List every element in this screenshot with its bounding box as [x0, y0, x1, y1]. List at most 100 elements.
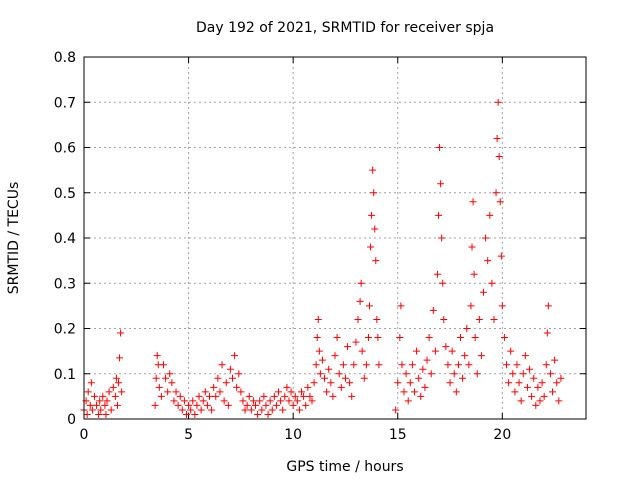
data-point-marker	[300, 392, 308, 400]
data-point-marker	[373, 315, 381, 323]
data-point-marker	[503, 361, 511, 369]
data-point-marker	[497, 252, 505, 260]
data-point-marker	[339, 361, 347, 369]
data-point-marker	[335, 370, 343, 378]
data-point-marker	[115, 379, 123, 387]
data-point-marker	[438, 234, 446, 242]
data-point-marker	[348, 392, 356, 400]
data-point-marker	[421, 383, 429, 391]
data-point-marker	[437, 180, 445, 188]
data-point-marker	[243, 401, 251, 409]
data-point-marker	[180, 397, 188, 405]
data-point-marker	[367, 243, 375, 251]
x-tick-label: 15	[389, 427, 407, 443]
data-point-marker	[463, 325, 471, 332]
y-tick-label: 0.2	[54, 322, 76, 338]
data-point-marker	[281, 392, 289, 400]
data-point-marker	[350, 361, 358, 369]
data-point-marker	[327, 379, 335, 387]
data-point-marker	[354, 315, 362, 323]
data-point-marker	[195, 392, 203, 400]
data-point-marker	[370, 189, 378, 197]
data-point-marker	[206, 392, 213, 400]
data-point-marker	[536, 397, 544, 405]
data-point-marker	[151, 401, 159, 409]
data-point-marker	[109, 383, 117, 391]
x-tick-label: 20	[493, 427, 511, 443]
data-point-marker	[493, 134, 501, 142]
data-point-marker	[419, 365, 427, 373]
y-tick-label: 0.8	[54, 50, 76, 66]
data-point-marker	[318, 356, 326, 364]
data-point-marker	[203, 401, 211, 409]
data-point-marker	[515, 379, 523, 387]
data-point-marker	[220, 397, 228, 405]
data-point-marker	[452, 388, 460, 396]
data-point-marker	[468, 243, 476, 251]
data-point-marker	[197, 406, 205, 414]
data-point-marker	[260, 392, 268, 400]
data-point-marker	[159, 361, 167, 369]
data-point-marker	[314, 315, 322, 323]
data-point-marker	[511, 388, 519, 396]
data-point-marker	[193, 401, 201, 409]
data-point-marker	[295, 406, 303, 414]
x-tick-label: 0	[80, 427, 89, 443]
grid	[84, 57, 586, 419]
data-point-marker	[222, 379, 230, 387]
data-points	[80, 98, 565, 418]
data-point-marker	[362, 361, 370, 369]
data-point-marker	[329, 392, 337, 400]
data-point-marker	[285, 397, 293, 405]
data-point-marker	[352, 338, 360, 346]
data-point-marker	[241, 406, 249, 414]
data-point-marker	[471, 334, 479, 342]
data-point-marker	[543, 329, 551, 337]
y-tick-label: 0.3	[54, 276, 76, 292]
data-point-marker	[229, 374, 237, 382]
data-point-marker	[372, 257, 380, 265]
data-point-marker	[254, 410, 262, 418]
data-point-marker	[360, 374, 368, 382]
data-point-marker	[189, 397, 197, 405]
x-axis-label: GPS time / hours	[286, 459, 403, 475]
data-point-marker	[404, 397, 412, 405]
data-point-marker	[321, 374, 329, 382]
data-point-marker	[364, 334, 372, 342]
data-point-marker	[304, 383, 312, 391]
data-point-marker	[465, 361, 473, 369]
data-point-marker	[112, 374, 120, 382]
data-point-marker	[116, 354, 124, 362]
data-point-marker	[235, 370, 243, 378]
data-point-marker	[187, 406, 195, 414]
data-point-marker	[333, 334, 341, 342]
data-point-marker	[528, 392, 536, 400]
data-point-marker	[396, 334, 404, 342]
data-point-marker	[397, 302, 405, 310]
data-point-marker	[237, 388, 245, 396]
data-point-marker	[374, 334, 382, 342]
data-point-marker	[344, 343, 352, 351]
data-point-marker	[498, 302, 506, 310]
y-tick-label: 0.5	[54, 186, 76, 202]
data-point-marker	[431, 347, 439, 355]
data-point-marker	[164, 388, 172, 396]
data-point-marker	[470, 270, 478, 278]
data-point-marker	[118, 388, 126, 396]
data-point-marker	[252, 401, 260, 409]
data-point-marker	[406, 379, 414, 387]
data-point-marker	[484, 257, 492, 265]
data-point-marker	[283, 383, 291, 391]
data-point-marker	[152, 374, 160, 382]
data-point-marker	[357, 279, 365, 287]
data-point-marker	[488, 279, 496, 287]
data-point-marker	[521, 352, 529, 360]
data-point-marker	[331, 352, 339, 360]
data-point-marker	[461, 352, 469, 360]
data-point-marker	[226, 365, 234, 373]
data-point-marker	[427, 370, 435, 378]
data-point-marker	[551, 356, 559, 364]
data-point-marker	[467, 302, 475, 310]
data-point-marker	[113, 401, 121, 409]
data-point-marker	[392, 406, 400, 414]
